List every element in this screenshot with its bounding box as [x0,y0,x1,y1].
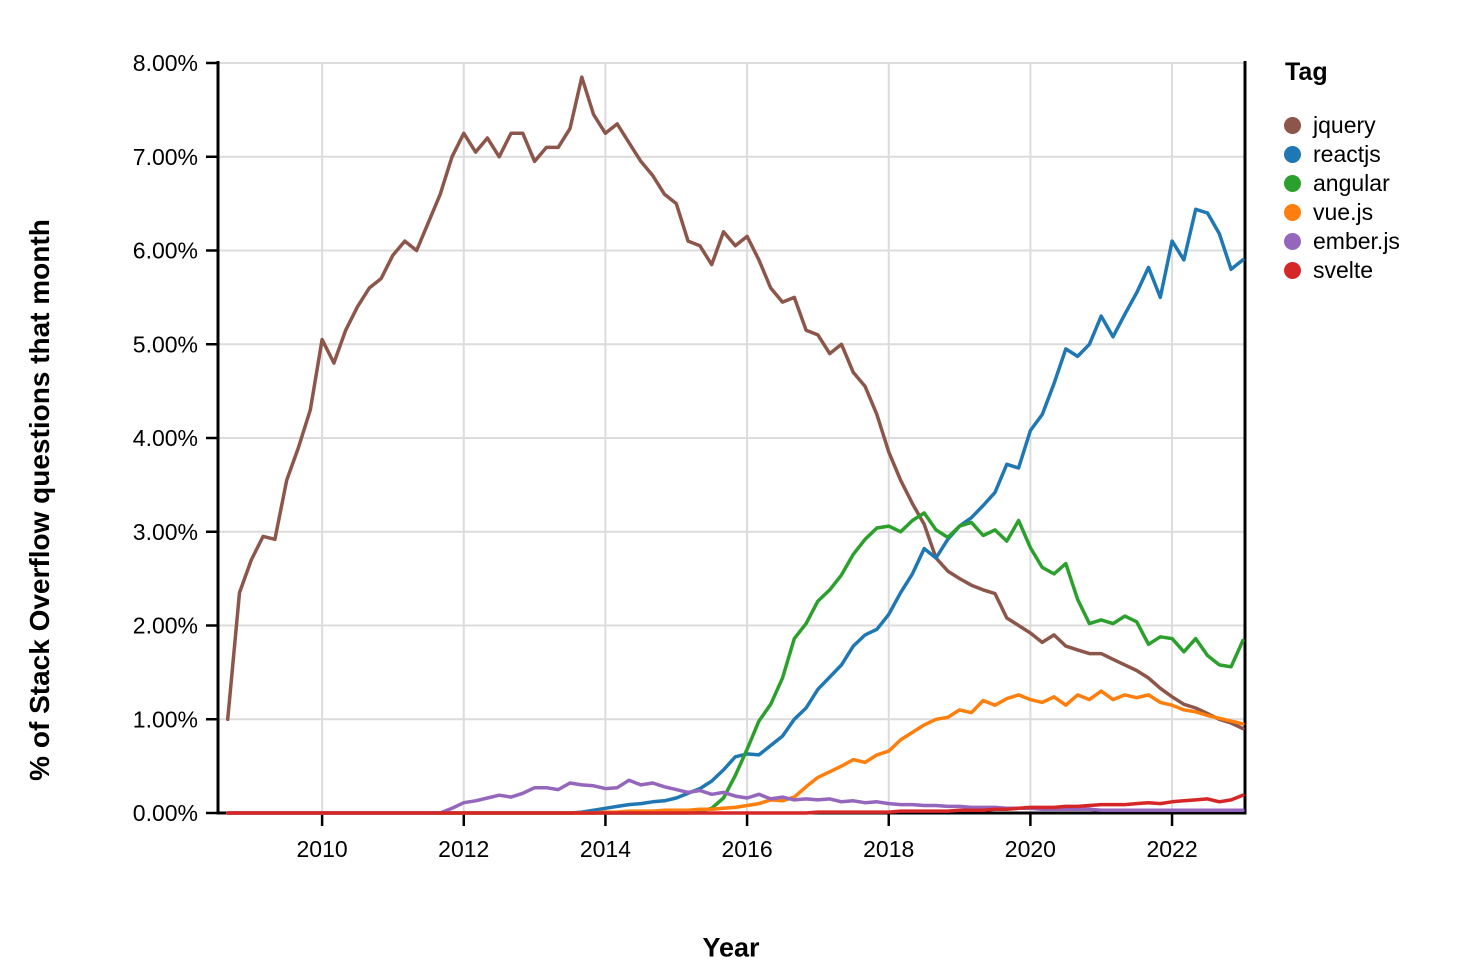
series-line-svelte [225,793,1245,815]
legend-item-label: vue.js [1313,199,1374,225]
legend-item-label: ember.js [1313,228,1400,254]
x-tick-label: 2022 [1146,836,1197,862]
series-line-reactjs [225,207,1245,815]
x-axis-title: Year [702,932,760,963]
legend-item-vue-js[interactable]: vue.js [1284,198,1400,227]
legend-item-reactjs[interactable]: reactjs [1284,140,1400,169]
y-tick-label: 7.00% [133,144,198,170]
x-tick-label: 2018 [863,836,914,862]
y-tick-label: 6.00% [133,238,198,264]
legend-swatch-icon [1284,233,1301,250]
legend-item-label: jquery [1313,112,1376,138]
y-tick-label: 4.00% [133,425,198,451]
legend-item-label: reactjs [1313,141,1381,167]
legend-swatch-icon [1284,175,1301,192]
legend-item-ember-js[interactable]: ember.js [1284,227,1400,256]
legend-item-label: angular [1313,170,1390,196]
series-line-angular [225,511,1245,815]
legend-swatch-icon [1284,262,1301,279]
y-tick-label: 8.00% [133,50,198,76]
series-line-jquery [225,75,1245,731]
legend-title: Tag [1285,58,1328,86]
legend-item-label: svelte [1313,257,1374,283]
legend-item-svelte[interactable]: svelte [1284,256,1400,285]
y-tick-label: 1.00% [133,706,198,732]
legend-swatch-icon [1284,204,1301,221]
legend-item-jquery[interactable]: jquery [1284,111,1400,140]
legend-items: jquery reactjs angular vue.js ember.js svelte [1284,111,1400,285]
legend-swatch-icon [1284,146,1301,163]
y-tick-label: 0.00% [133,800,198,826]
y-tick-label: 3.00% [133,519,198,545]
y-axis-title: % of Stack Overflow questions that month [24,219,55,781]
legend-swatch-icon [1284,117,1301,134]
x-tick-label: 2014 [580,836,631,862]
legend: Tag jquery reactjs angular vue.js ember.js sv… [1284,56,1400,285]
x-tick-label: 2012 [438,836,489,862]
x-tick-label: 2010 [297,836,348,862]
x-tick-label: 2016 [721,836,772,862]
legend-item-angular[interactable]: angular [1284,169,1400,198]
y-tick-label: 2.00% [133,613,198,639]
y-tick-label: 5.00% [133,331,198,357]
x-tick-label: 2020 [1005,836,1056,862]
